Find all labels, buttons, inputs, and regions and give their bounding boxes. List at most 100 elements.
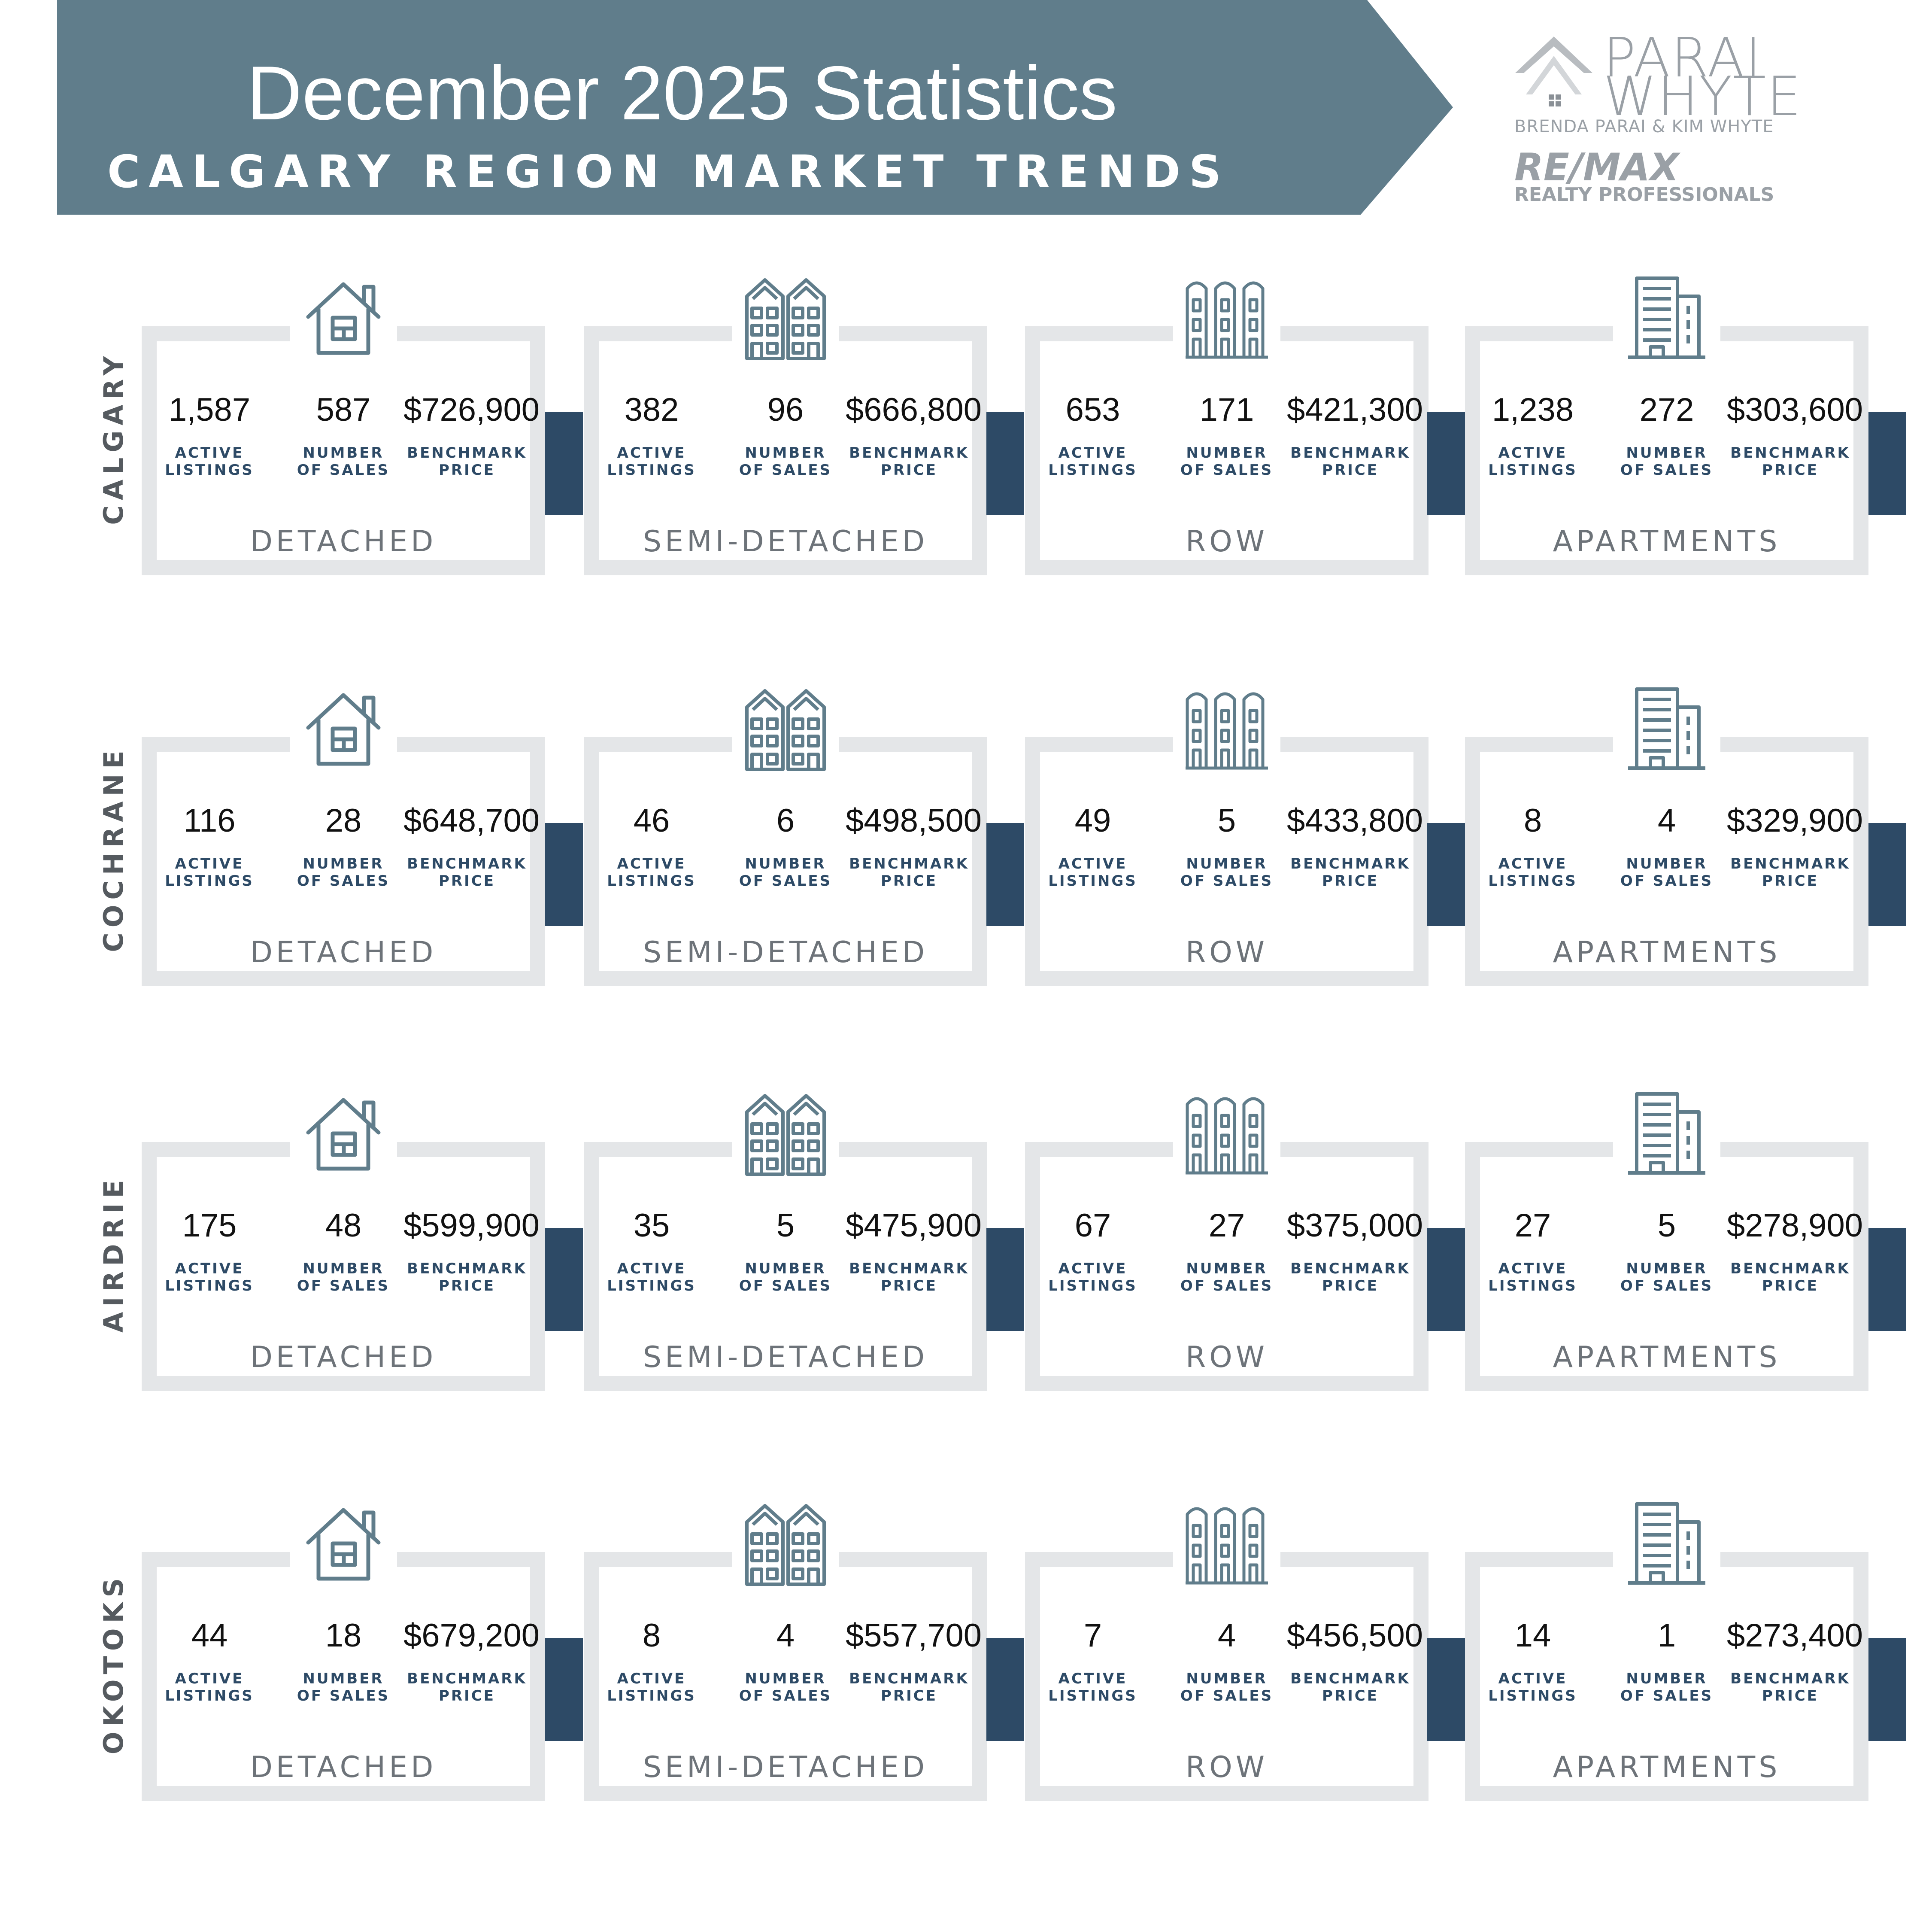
- active-listings-value: 7: [1083, 1617, 1102, 1654]
- active-listings-value: 653: [1065, 392, 1120, 428]
- region-row-airdrie: AIRDRIE 175 ACTIVE LISTINGS 48 NUMBER OF SA…: [0, 1091, 1932, 1391]
- house-icon: [300, 275, 386, 361]
- stat-active-listings: 382 ACTIVE LISTINGS: [588, 386, 715, 479]
- house-icon: [300, 1501, 386, 1586]
- card-connector-bar: [986, 412, 1024, 515]
- stat-card: 382 ACTIVE LISTINGS 96 NUMBER OF SALES $666,…: [584, 275, 987, 575]
- page-title: December 2025 Statistics: [247, 50, 1118, 136]
- stat-active-listings: 1,238 ACTIVE LISTINGS: [1469, 386, 1596, 479]
- number-of-sales-value: 5: [1657, 1207, 1676, 1244]
- stat-number-of-sales: 5 NUMBER OF SALES: [1163, 797, 1290, 890]
- number-of-sales-value: 5: [776, 1207, 795, 1244]
- stat-active-listings: 46 ACTIVE LISTINGS: [588, 797, 715, 890]
- number-of-sales-label: NUMBER OF SALES: [1180, 1260, 1274, 1294]
- region-row-okotoks: OKOTOKS 44 ACTIVE LISTINGS 18 NUMBER OF SAL…: [0, 1501, 1932, 1801]
- stat-number-of-sales: 5 NUMBER OF SALES: [722, 1202, 849, 1294]
- benchmark-price-label: BENCHMARK PRICE: [1730, 1670, 1850, 1704]
- stat-number-of-sales: 27 NUMBER OF SALES: [1163, 1202, 1290, 1294]
- stat-number-of-sales: 587 NUMBER OF SALES: [280, 386, 407, 479]
- card-connector-bar: [1868, 823, 1906, 926]
- active-listings-value: 8: [642, 1617, 661, 1654]
- house-icon: [300, 686, 386, 772]
- number-of-sales-value: 4: [776, 1617, 795, 1654]
- number-of-sales-value: 96: [767, 392, 804, 428]
- benchmark-price-label: BENCHMARK PRICE: [849, 855, 969, 890]
- benchmark-price-label: BENCHMARK PRICE: [849, 1670, 969, 1704]
- stat-active-listings: 8 ACTIVE LISTINGS: [588, 1612, 715, 1704]
- stat-number-of-sales: 28 NUMBER OF SALES: [280, 797, 407, 890]
- number-of-sales-label: NUMBER OF SALES: [297, 444, 390, 479]
- stat-card: 116 ACTIVE LISTINGS 28 NUMBER OF SALES $648,…: [142, 686, 545, 986]
- stat-number-of-sales: 4 NUMBER OF SALES: [1603, 797, 1730, 890]
- stat-active-listings: 49 ACTIVE LISTINGS: [1029, 797, 1156, 890]
- active-listings-label: ACTIVE LISTINGS: [607, 1670, 696, 1704]
- number-of-sales-label: NUMBER OF SALES: [739, 1260, 832, 1294]
- benchmark-price-value: $726,900: [403, 392, 540, 428]
- apartment-building-icon: [1624, 1091, 1710, 1176]
- stat-card: 49 ACTIVE LISTINGS 5 NUMBER OF SALES $433,80…: [1025, 686, 1429, 986]
- number-of-sales-label: NUMBER OF SALES: [739, 1670, 832, 1704]
- property-type-label: APARTMENTS: [1553, 1340, 1781, 1374]
- house-icon: [300, 1091, 386, 1176]
- benchmark-price-value: $679,200: [403, 1617, 540, 1654]
- benchmark-price-value: $421,300: [1287, 392, 1423, 428]
- stat-active-listings: 116 ACTIVE LISTINGS: [146, 797, 273, 890]
- active-listings-label: ACTIVE LISTINGS: [1048, 855, 1137, 890]
- property-type-label: ROW: [1185, 525, 1268, 559]
- row-house-icon: [1184, 686, 1270, 772]
- active-listings-label: ACTIVE LISTINGS: [165, 1670, 254, 1704]
- card-connector-bar: [986, 1228, 1024, 1331]
- number-of-sales-label: NUMBER OF SALES: [1620, 1260, 1714, 1294]
- header-banner: December 2025 Statistics CALGARY REGION …: [0, 0, 1459, 219]
- number-of-sales-label: NUMBER OF SALES: [297, 855, 390, 890]
- number-of-sales-label: NUMBER OF SALES: [297, 1670, 390, 1704]
- number-of-sales-value: 6: [776, 802, 795, 839]
- stat-number-of-sales: 4 NUMBER OF SALES: [722, 1612, 849, 1704]
- stat-benchmark-price: $599,900 BENCHMARK PRICE: [403, 1202, 540, 1294]
- region-label: AIRDRIE: [98, 1175, 129, 1333]
- active-listings-label: ACTIVE LISTINGS: [1488, 1670, 1577, 1704]
- number-of-sales-value: 27: [1208, 1207, 1245, 1244]
- stat-benchmark-price: $475,900 BENCHMARK PRICE: [846, 1202, 982, 1294]
- apartment-building-icon: [1624, 686, 1710, 772]
- logo-agents: BRENDA PARAI & KIM WHYTE: [1514, 117, 1774, 137]
- card-connector-bar: [1427, 1638, 1465, 1741]
- number-of-sales-value: 4: [1657, 802, 1676, 839]
- benchmark-price-label: BENCHMARK PRICE: [1730, 444, 1850, 479]
- number-of-sales-label: NUMBER OF SALES: [1180, 855, 1274, 890]
- card-connector-bar: [545, 823, 583, 926]
- stat-number-of-sales: 4 NUMBER OF SALES: [1163, 1612, 1290, 1704]
- card-connector-bar: [545, 1228, 583, 1331]
- active-listings-label: ACTIVE LISTINGS: [165, 444, 254, 479]
- number-of-sales-value: 28: [325, 802, 362, 839]
- active-listings-value: 382: [624, 392, 679, 428]
- stat-card: 175 ACTIVE LISTINGS 48 NUMBER OF SALES $599,…: [142, 1091, 545, 1391]
- roof-logo-icon: [1515, 36, 1592, 106]
- row-house-icon: [1184, 1501, 1270, 1586]
- active-listings-value: 175: [182, 1207, 237, 1244]
- property-type-label: SEMI-DETACHED: [643, 1340, 928, 1374]
- stat-benchmark-price: $557,700 BENCHMARK PRICE: [846, 1612, 982, 1704]
- number-of-sales-label: NUMBER OF SALES: [1620, 855, 1714, 890]
- active-listings-label: ACTIVE LISTINGS: [1048, 1260, 1137, 1294]
- region-label: COCHRANE: [98, 745, 129, 952]
- property-type-label: SEMI-DETACHED: [643, 1750, 928, 1784]
- stat-card: 1,587 ACTIVE LISTINGS 587 NUMBER OF SALES $7…: [142, 275, 545, 575]
- stat-number-of-sales: 1 NUMBER OF SALES: [1603, 1612, 1730, 1704]
- benchmark-price-value: $498,500: [846, 802, 982, 839]
- number-of-sales-value: 4: [1217, 1617, 1236, 1654]
- active-listings-label: ACTIVE LISTINGS: [165, 1260, 254, 1294]
- benchmark-price-label: BENCHMARK PRICE: [1290, 444, 1410, 479]
- benchmark-price-label: BENCHMARK PRICE: [407, 444, 527, 479]
- benchmark-price-label: BENCHMARK PRICE: [407, 1670, 527, 1704]
- active-listings-value: 1,238: [1492, 392, 1574, 428]
- active-listings-value: 8: [1523, 802, 1542, 839]
- stat-number-of-sales: 96 NUMBER OF SALES: [722, 386, 849, 479]
- number-of-sales-value: 272: [1639, 392, 1694, 428]
- number-of-sales-label: NUMBER OF SALES: [1180, 444, 1274, 479]
- property-type-label: ROW: [1185, 936, 1268, 969]
- number-of-sales-value: 18: [325, 1617, 362, 1654]
- benchmark-price-label: BENCHMARK PRICE: [1730, 1260, 1850, 1294]
- active-listings-label: ACTIVE LISTINGS: [1048, 444, 1137, 479]
- stat-active-listings: 67 ACTIVE LISTINGS: [1029, 1202, 1156, 1294]
